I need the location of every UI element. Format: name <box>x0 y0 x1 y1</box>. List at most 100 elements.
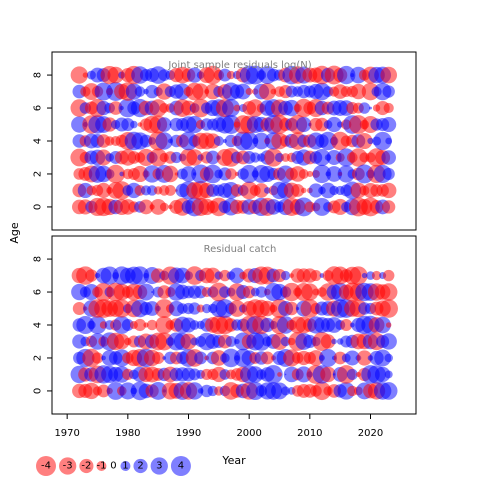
top-bubble <box>274 152 285 163</box>
bottom-bubble <box>260 317 275 333</box>
bottom-bubble-layer <box>70 266 398 401</box>
bottom-bubble <box>340 319 353 331</box>
bottom-y-tick-label: 0 <box>33 388 44 394</box>
bottom-bubble <box>284 301 299 316</box>
top-bubble <box>225 168 237 180</box>
top-y-tick-label: 2 <box>33 171 44 177</box>
bottom-bubble <box>301 283 319 301</box>
bottom-bubble <box>85 269 98 282</box>
top-bubble <box>369 106 372 110</box>
top-bubble <box>233 104 241 112</box>
top-bubble <box>382 167 395 181</box>
legend-label: -3 <box>63 461 73 472</box>
x-tick-label: 1970 <box>54 428 79 439</box>
bottom-bubble <box>264 365 283 384</box>
bottom-bubble <box>281 386 291 396</box>
bottom-panel-title: Residual catch <box>204 244 277 255</box>
top-panel-title: Joint sample residuals log(N) <box>167 60 311 71</box>
bottom-bubble <box>133 318 147 332</box>
y-axis-label: Age <box>8 222 21 244</box>
legend-bubble <box>133 458 148 474</box>
panel-joint-sample-residuals: Joint sample residuals log(N) 0 2 4 6 8 <box>33 51 417 231</box>
top-bubble-layer <box>70 65 398 217</box>
bottom-bubble <box>229 267 245 284</box>
bottom-bubble <box>382 269 395 282</box>
top-bubble <box>356 132 373 150</box>
top-bubble <box>382 200 396 214</box>
bottom-y-axis: 0 2 4 6 8 <box>33 256 52 394</box>
bottom-y-tick-label: 8 <box>33 256 44 262</box>
bubble-size-legend: -4 -3 -2 -1 0 1 2 3 4 <box>36 456 191 476</box>
legend-label: -1 <box>96 461 106 472</box>
top-bubble <box>159 202 169 212</box>
top-bubble <box>250 152 261 163</box>
top-bubble <box>337 65 356 85</box>
x-tick-label: 2020 <box>358 428 383 439</box>
bottom-bubble <box>137 283 155 301</box>
top-bubble <box>235 83 251 100</box>
top-bubble <box>326 166 342 182</box>
top-bubble <box>296 116 312 133</box>
top-bubble <box>106 164 125 184</box>
x-tick-label: 2010 <box>297 428 322 439</box>
bottom-bubble <box>255 286 267 298</box>
bottom-bubble <box>331 338 337 345</box>
top-bubble <box>70 66 88 84</box>
top-bubble <box>130 120 138 129</box>
bottom-bubble <box>379 382 398 400</box>
top-bubble <box>164 184 176 196</box>
top-bubble <box>264 148 283 167</box>
top-bubble <box>170 151 183 164</box>
top-bubble <box>162 165 179 183</box>
top-bubble <box>218 68 232 82</box>
top-bubble <box>121 117 135 132</box>
top-y-tick-label: 0 <box>33 204 44 210</box>
bottom-bubble <box>91 352 104 364</box>
bottom-bubble <box>380 333 397 350</box>
top-bubble <box>380 182 397 199</box>
top-bubble <box>108 101 123 115</box>
bottom-bubble <box>319 349 337 367</box>
bottom-bubble <box>72 302 86 316</box>
bottom-bubble <box>280 270 291 281</box>
x-tick-label: 1990 <box>176 428 201 439</box>
top-bubble <box>131 165 149 183</box>
legend-label: -2 <box>81 461 91 472</box>
top-y-tick-label: 8 <box>33 72 44 78</box>
top-bubble <box>291 183 305 197</box>
bottom-y-tick-label: 6 <box>33 289 44 295</box>
bottom-bubble <box>228 300 246 317</box>
top-bubble <box>373 131 392 151</box>
panel-residual-catch: Residual catch 0 2 4 6 8 <box>33 235 417 415</box>
bottom-bubble <box>384 353 393 363</box>
top-bubble <box>312 164 332 184</box>
bottom-bubble <box>385 322 392 328</box>
top-bubble <box>367 137 374 145</box>
top-bubble <box>205 150 220 165</box>
bottom-bubble <box>310 270 322 282</box>
x-tick-label: 2000 <box>236 428 261 439</box>
top-bubble <box>139 134 153 148</box>
bottom-bubble <box>194 351 208 365</box>
bottom-bubble <box>146 319 158 331</box>
top-bubble <box>149 148 168 167</box>
top-bubble <box>134 86 146 97</box>
bottom-bubble <box>320 366 336 383</box>
bottom-bubble <box>344 350 360 366</box>
top-bubble <box>308 183 323 198</box>
top-bubble <box>350 83 367 100</box>
bottom-bubble <box>374 349 392 367</box>
top-bubble <box>185 115 204 134</box>
top-bubble <box>300 187 307 194</box>
top-bubble <box>150 198 167 215</box>
top-bubble <box>381 116 397 133</box>
top-bubble <box>82 72 89 78</box>
bottom-bubble <box>112 299 131 318</box>
bottom-bubble <box>356 350 373 366</box>
top-bubble <box>306 170 313 178</box>
bottom-bubble <box>121 319 134 331</box>
bottom-bubble <box>180 333 197 350</box>
bottom-bubble <box>152 351 165 365</box>
bottom-bubble <box>225 336 237 347</box>
legend-bubble <box>170 456 191 476</box>
